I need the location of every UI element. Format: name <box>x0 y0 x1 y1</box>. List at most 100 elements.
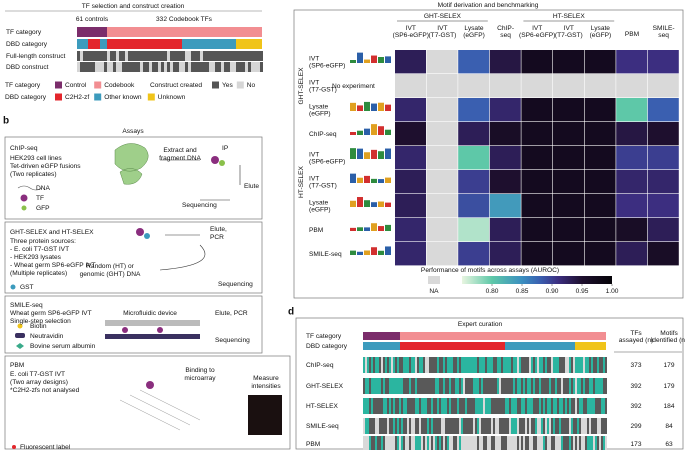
strip <box>419 398 421 414</box>
row-label: Full-length construct <box>6 53 66 60</box>
label: fragment DNA <box>159 155 201 162</box>
heatmap-cell <box>647 194 679 218</box>
strip <box>239 62 242 72</box>
strip <box>194 62 197 72</box>
strip <box>375 418 377 434</box>
strip <box>513 357 515 373</box>
strip <box>441 418 443 434</box>
strip <box>441 378 443 394</box>
strip <box>495 418 497 434</box>
strip <box>455 378 457 394</box>
heatmap-cell <box>489 50 521 74</box>
strip <box>527 378 529 394</box>
strip <box>563 418 565 434</box>
strip <box>567 418 569 434</box>
strip <box>497 436 499 450</box>
strip <box>385 418 387 434</box>
strip <box>445 398 447 414</box>
heatmap-cell <box>458 74 490 98</box>
strip <box>541 378 543 394</box>
row-label: TF category <box>306 333 342 340</box>
strip <box>497 418 499 434</box>
strip <box>254 62 257 72</box>
strip <box>507 436 509 450</box>
strip <box>425 418 427 434</box>
strip <box>429 436 431 450</box>
strip <box>389 418 391 434</box>
column-label: seq <box>658 32 669 39</box>
heatmap-cell <box>395 218 426 242</box>
strip <box>605 378 607 394</box>
strip <box>477 357 479 373</box>
strip <box>597 357 599 373</box>
strip <box>573 398 575 414</box>
strip <box>543 398 545 414</box>
strip <box>513 418 515 434</box>
strip <box>379 436 381 450</box>
strip <box>399 436 401 450</box>
table-cell: 373 <box>630 362 641 369</box>
strip <box>449 357 451 373</box>
heatmap-cell <box>489 170 521 194</box>
strip <box>407 378 409 394</box>
strip <box>515 378 517 394</box>
strip <box>369 357 371 373</box>
strip <box>561 436 563 450</box>
strip <box>98 51 101 61</box>
strip <box>236 39 262 49</box>
strip <box>545 398 547 414</box>
strip <box>152 62 155 72</box>
strip <box>599 418 601 434</box>
strip <box>441 436 443 450</box>
table-cell: 173 <box>630 441 641 448</box>
heatmap-cell <box>489 122 521 146</box>
strip <box>539 378 541 394</box>
heatmap-cell <box>458 218 490 242</box>
label: Sequencing <box>182 202 217 209</box>
strip <box>583 357 585 373</box>
strip <box>591 378 593 394</box>
strip <box>587 357 589 373</box>
strip <box>513 378 515 394</box>
strip <box>377 357 379 373</box>
strip <box>371 357 373 373</box>
heatmap-cell <box>395 146 426 170</box>
strip <box>467 436 469 450</box>
strip <box>379 418 381 434</box>
strip <box>573 418 575 434</box>
strip <box>477 378 479 394</box>
strip <box>545 418 547 434</box>
strip <box>535 378 537 394</box>
strip <box>395 357 397 373</box>
strip <box>415 436 417 450</box>
strip <box>395 436 397 450</box>
strip <box>236 62 239 72</box>
strip <box>579 418 581 434</box>
strip <box>391 398 393 414</box>
strip <box>521 398 523 414</box>
table-cell: 184 <box>663 403 674 410</box>
colorbar-tick-label: 0.95 <box>576 288 589 295</box>
strip <box>413 378 415 394</box>
panel-c-box <box>293 9 684 299</box>
strip <box>400 342 505 350</box>
logo-letter <box>385 177 391 183</box>
logo-letter <box>378 126 384 135</box>
strip <box>182 39 236 49</box>
strip <box>523 398 525 414</box>
strip <box>555 418 557 434</box>
strip <box>559 398 561 414</box>
logo-letter <box>357 227 363 231</box>
strip <box>393 418 395 434</box>
strip <box>561 357 563 373</box>
label: Binding to <box>185 367 215 374</box>
strip <box>465 378 467 394</box>
strip <box>589 398 591 414</box>
panel-title: Assays <box>122 128 144 135</box>
strip <box>176 62 179 72</box>
heatmap-cell <box>616 170 648 194</box>
strip <box>86 62 89 72</box>
strip <box>435 378 437 394</box>
strip <box>469 418 471 434</box>
heatmap-cell <box>521 50 553 74</box>
